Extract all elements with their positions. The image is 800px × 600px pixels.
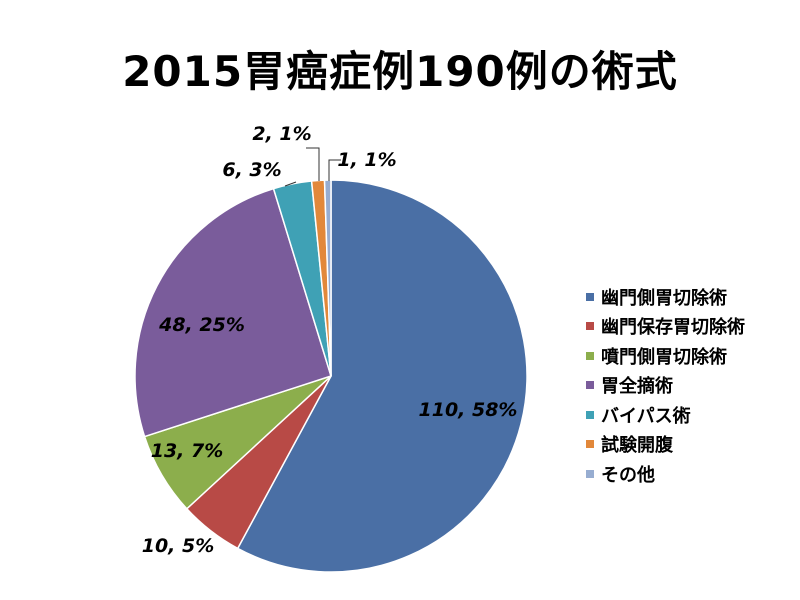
leader-line-7: [328, 159, 341, 181]
legend-item-4: 胃全摘術: [586, 371, 745, 401]
leader-line-6: [306, 147, 320, 181]
legend-label: 幽門側胃切除術: [601, 287, 727, 309]
legend-label: その他: [601, 464, 655, 486]
legend-swatch: [586, 351, 594, 360]
data-label-7: 1, 1%: [337, 149, 396, 171]
legend-swatch: [586, 469, 594, 478]
legend-label: 噴門側胃切除術: [601, 346, 727, 368]
legend-swatch: [586, 440, 594, 449]
data-label-1: 110, 58%: [419, 399, 518, 421]
legend-label: バイパス術: [601, 405, 691, 427]
legend-swatch: [586, 322, 594, 331]
legend-item-5: バイパス術: [586, 400, 745, 430]
pie-slice-4: [134, 187, 332, 438]
chart-title: 2015胃癌症例190例の術式: [122, 47, 678, 96]
pie-slice-1: [236, 179, 528, 573]
legend-label: 幽門保存胃切除術: [601, 317, 745, 339]
legend: 幽門側胃切除術 幽門保存胃切除術 噴門側胃切除術 胃全摘術バイパス術試験開腹その他: [586, 282, 745, 489]
legend-item-6: 試験開腹: [586, 430, 745, 460]
data-label-4: 48, 25%: [158, 314, 245, 336]
pie-slice-7: [323, 179, 332, 377]
legend-swatch: [586, 292, 594, 301]
data-label-5: 6, 3%: [222, 159, 281, 181]
data-label-3: 13, 7%: [151, 440, 224, 462]
data-label-2: 10, 5%: [142, 535, 215, 557]
legend-item-1: 幽門側胃切除術: [586, 282, 745, 312]
data-label-6: 2, 1%: [252, 123, 311, 145]
legend-swatch: [586, 381, 594, 390]
legend-label: 胃全摘術: [601, 376, 673, 398]
leader-line-5: [284, 181, 297, 187]
legend-item-2: 幽門保存胃切除術: [586, 312, 745, 342]
legend-item-3: 噴門側胃切除術: [586, 341, 745, 371]
legend-label: 試験開腹: [601, 435, 673, 457]
legend-item-7: その他: [586, 459, 745, 489]
legend-swatch: [586, 410, 594, 419]
